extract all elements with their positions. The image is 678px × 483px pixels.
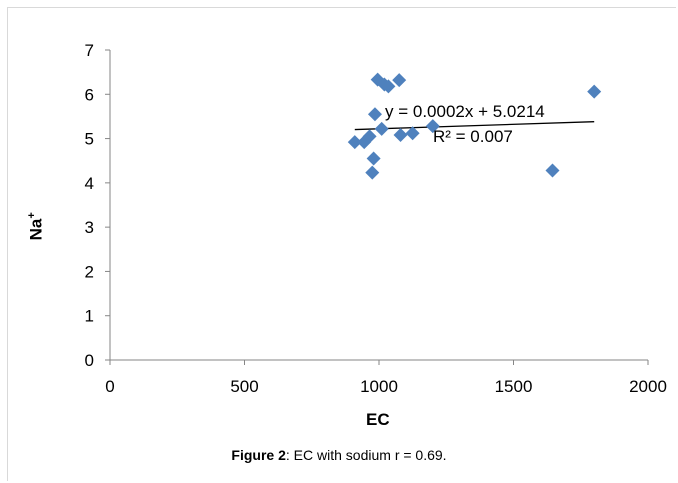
annotations: y = 0.0002x + 5.0214 R² = 0.007 [385,102,545,146]
data-point [587,84,602,99]
data-point [545,163,560,178]
chart-frame [7,7,676,481]
trendline [354,121,595,131]
data-point [393,128,408,143]
x-axis-label: EC [366,410,390,429]
figure-caption: Figure 2: EC with sodium r = 0.69. [0,447,678,463]
x-tick-label: 500 [230,377,258,396]
y-axis-label-text: Na [26,218,46,241]
x-tick-label: 0 [105,377,114,396]
y-axis-label: Na+ [26,212,47,240]
data-points [347,72,602,180]
data-point [425,119,440,134]
data-point [365,165,380,180]
y-tick-label: 2 [85,262,94,281]
y-tick-label: 7 [85,41,94,60]
data-point [362,129,377,144]
y-tick-label: 4 [85,174,94,193]
y-tick-label: 0 [85,351,94,370]
data-point [374,121,389,136]
caption-figure-number: Figure 2 [231,447,286,463]
scatter-chart: 0 1 2 3 4 5 6 7 0 500 1000 1500 2000 y = 0.0002x + 5… [85,41,667,396]
y-tick-label: 5 [85,130,94,149]
axes [105,49,649,365]
caption-text: : EC with sodium r = 0.69. [285,447,447,463]
data-point [347,135,362,150]
data-point [367,107,382,122]
trendline-group [354,121,595,131]
data-point [405,126,420,141]
data-point [381,79,396,94]
data-point [392,73,407,88]
r-squared-label: R² = 0.007 [433,127,513,146]
x-tick-label: 1500 [495,377,533,396]
trendline-equation: y = 0.0002x + 5.0214 [385,102,545,121]
x-tick-label: 2000 [629,377,667,396]
tick-labels: 0 1 2 3 4 5 6 7 0 500 1000 1500 2000 [85,41,667,396]
y-tick-label: 1 [85,307,94,326]
y-tick-label: 3 [85,218,94,237]
data-point [366,151,381,166]
y-tick-label: 6 [85,85,94,104]
x-tick-label: 1000 [360,377,398,396]
y-axis-label-sup: + [25,212,38,219]
